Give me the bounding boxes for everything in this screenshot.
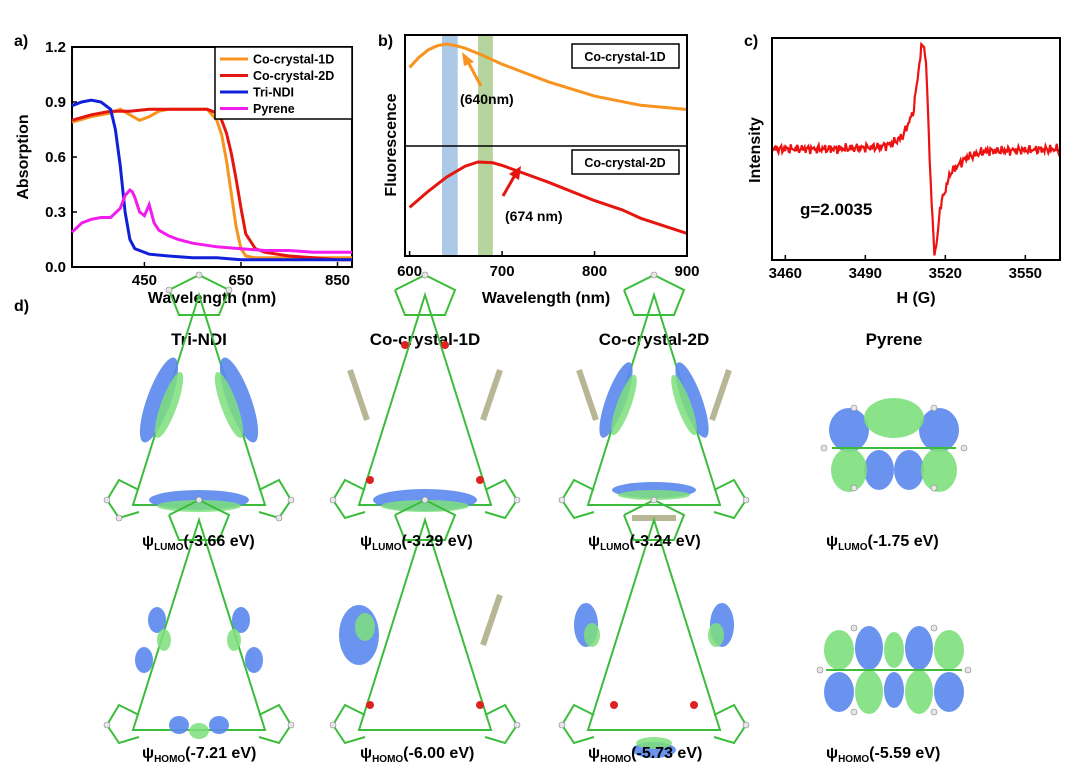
x-tick-label: 3460 (769, 265, 802, 282)
orbital-image-tri-ndi-lumo (103, 271, 295, 522)
homo-label-tri-ndi: ψHOMO(-7.21 eV) (142, 745, 257, 766)
lumo-label-tri-ndi: ψLUMO(-3.66 eV) (142, 533, 255, 554)
chart-c-frame (771, 37, 1061, 261)
panel-label-a: a) (14, 33, 28, 50)
x-tick-label: 3550 (1009, 265, 1042, 282)
x-tick-label: 700 (490, 263, 515, 280)
orbital-image-cocrystal-2d-lumo (558, 271, 750, 521)
x-tick-label: 800 (582, 263, 607, 280)
chart-b-label-box-1 (571, 43, 680, 69)
lumo-label-cocrystal-1d: ψLUMO(-3.29 eV) (360, 533, 473, 554)
legend-label: Tri-NDI (253, 86, 294, 100)
orbital-image-tri-ndi-homo (103, 496, 295, 745)
series-line-co-crystal-1d (71, 107, 352, 260)
annotation-674-arrow (501, 166, 521, 197)
figure-charts: a) b) c) 0.0 0.3 0.6 0.9 1.2 450 650 850 Wavele… (14, 33, 1061, 307)
legend-label: Pyrene (253, 102, 295, 116)
lumo-label-cocrystal-2d: ψLUMO(-3.24 eV) (588, 533, 701, 554)
chart-b-fluorescence: 600 700 800 900 Wavelength (nm) Fluorescenc… (383, 34, 700, 307)
series-line-pyrene (70, 187, 352, 254)
chart-a-absorption: 0.0 0.3 0.6 0.9 1.2 450 650 850 Wavelength (nm)… (15, 39, 353, 307)
chart-c-epr: 3460 3490 3520 3550 H (G) Intensity g=2.003… (747, 37, 1061, 307)
homo-label-cocrystal-1d: ψHOMO(-6.00 eV) (360, 745, 475, 766)
x-tick-label: 450 (132, 272, 157, 289)
x-tick-label: 650 (228, 272, 253, 289)
panel-label-b: b) (378, 33, 393, 50)
y-tick-label: 0.9 (45, 94, 66, 111)
chart-b-xlabel: Wavelength (nm) (482, 290, 610, 307)
x-tick-label: 850 (325, 272, 350, 289)
col-header-tri-ndi: Tri-NDI (171, 330, 227, 349)
chart-c-xlabel: H (G) (896, 290, 935, 307)
orbital-image-cocrystal-1d-lumo (329, 271, 521, 520)
x-tick-label: 3490 (849, 265, 882, 282)
chart-a-xlabel: Wavelength (nm) (148, 290, 276, 307)
x-tick-label: 3520 (929, 265, 962, 282)
series-line-epr (771, 41, 1061, 256)
series-line-co-crystal-2d (408, 160, 688, 235)
orbital-image-pyrene-lumo (820, 398, 968, 492)
chart-b-label-1: Co-crystal-1D (584, 50, 665, 64)
lumo-label-pyrene: ψLUMO(-1.75 eV) (826, 533, 939, 554)
col-header-pyrene: Pyrene (865, 330, 923, 349)
chart-c-ylabel: Intensity (747, 117, 764, 183)
annotation-640: (640nm) (460, 91, 514, 107)
panel-label-c: c) (744, 33, 758, 50)
y-tick-label: 1.2 (45, 39, 66, 56)
chart-a-ylabel: Absorption (15, 114, 32, 199)
homo-label-pyrene: ψHOMO(-5.59 eV) (826, 745, 941, 766)
panel-label-d: d) (14, 298, 30, 315)
series-line-co-crystal-1d (408, 42, 688, 111)
annotation-674: (674 nm) (505, 208, 563, 224)
y-tick-label: 0.3 (45, 204, 66, 221)
series-line-co-crystal-2d (71, 107, 352, 262)
legend-label: Co-crystal-1D (253, 53, 334, 67)
y-tick-label: 0.6 (45, 149, 66, 166)
orbital-image-pyrene-homo (816, 624, 972, 716)
col-header-cocrystal-1d: Co-crystal-1D (369, 330, 481, 349)
chart-b-label-2: Co-crystal-2D (584, 156, 665, 170)
homo-label-cocrystal-2d: ψHOMO(-5.73 eV) (588, 745, 703, 766)
col-header-cocrystal-2d: Co-crystal-2D (598, 330, 710, 349)
legend-label: Co-crystal-2D (253, 69, 334, 83)
annotation-640-arrow (462, 52, 483, 87)
orbital-image-cocrystal-2d-homo (558, 496, 750, 758)
series-line-tri-ndi (71, 98, 352, 262)
chart-b-label-box-2 (571, 149, 680, 175)
y-tick-label: 0.0 (45, 259, 66, 276)
chart-a-legend: Co-crystal-1D Co-crystal-2D Tri-NDI Pyrene (214, 46, 353, 120)
x-tick-label: 900 (674, 263, 699, 280)
x-tick-label: 600 (397, 263, 422, 280)
orbital-image-cocrystal-1d-homo (329, 496, 521, 745)
chart-c-g-value: g=2.0035 (800, 200, 872, 219)
chart-b-ylabel: Fluorescence (383, 93, 400, 196)
